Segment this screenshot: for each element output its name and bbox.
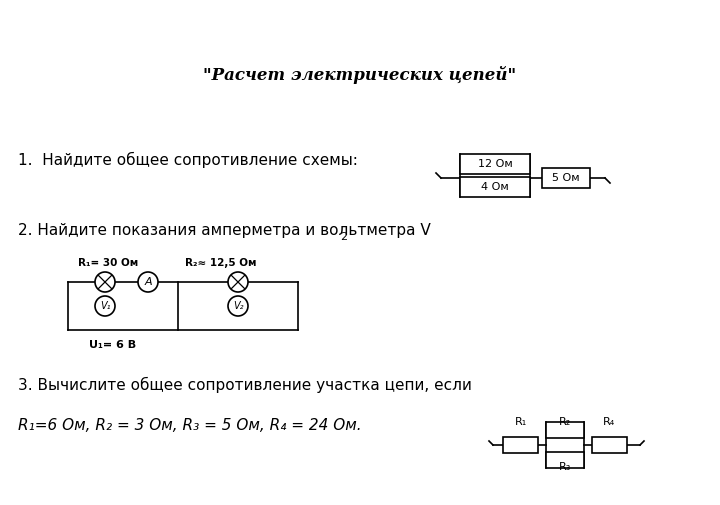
Text: R₁=6 Ом, R₂ = 3 Ом, R₃ = 5 Ом, R₄ = 24 Ом.: R₁=6 Ом, R₂ = 3 Ом, R₃ = 5 Ом, R₄ = 24 О… bbox=[18, 418, 361, 432]
Text: R₁: R₁ bbox=[514, 417, 526, 427]
Text: 5 Ом: 5 Ом bbox=[552, 173, 580, 183]
Bar bbox=[542, 168, 590, 188]
Text: R₃: R₃ bbox=[559, 462, 571, 472]
Circle shape bbox=[95, 296, 115, 316]
Circle shape bbox=[138, 272, 158, 292]
Bar bbox=[592, 437, 627, 453]
Text: 2: 2 bbox=[340, 232, 347, 242]
Text: V₁: V₁ bbox=[100, 301, 110, 311]
Bar bbox=[503, 437, 538, 453]
Bar bbox=[546, 452, 584, 468]
Text: 4 Ом: 4 Ом bbox=[481, 182, 509, 192]
Bar bbox=[460, 154, 530, 174]
Text: U₁= 6 В: U₁= 6 В bbox=[89, 340, 137, 350]
Text: 12 Ом: 12 Ом bbox=[477, 159, 513, 169]
Text: R₄: R₄ bbox=[603, 417, 616, 427]
Circle shape bbox=[228, 296, 248, 316]
Text: "Расчет электрических цепей": "Расчет электрических цепей" bbox=[204, 66, 516, 84]
Text: 1.  Найдите общее сопротивление схемы:: 1. Найдите общее сопротивление схемы: bbox=[18, 152, 358, 168]
Circle shape bbox=[228, 272, 248, 292]
Text: 3. Вычислите общее сопротивление участка цепи, если: 3. Вычислите общее сопротивление участка… bbox=[18, 377, 472, 393]
Text: R₁= 30 Ом: R₁= 30 Ом bbox=[78, 258, 138, 268]
Bar bbox=[460, 177, 530, 197]
Text: A: A bbox=[144, 277, 152, 287]
Text: R₂≈ 12,5 Ом: R₂≈ 12,5 Ом bbox=[185, 258, 256, 268]
Bar bbox=[546, 422, 584, 438]
Text: R₂: R₂ bbox=[559, 417, 571, 427]
Text: 2. Найдите показания амперметра и вольтметра V: 2. Найдите показания амперметра и вольтм… bbox=[18, 223, 431, 237]
Circle shape bbox=[95, 272, 115, 292]
Text: V₂: V₂ bbox=[233, 301, 243, 311]
